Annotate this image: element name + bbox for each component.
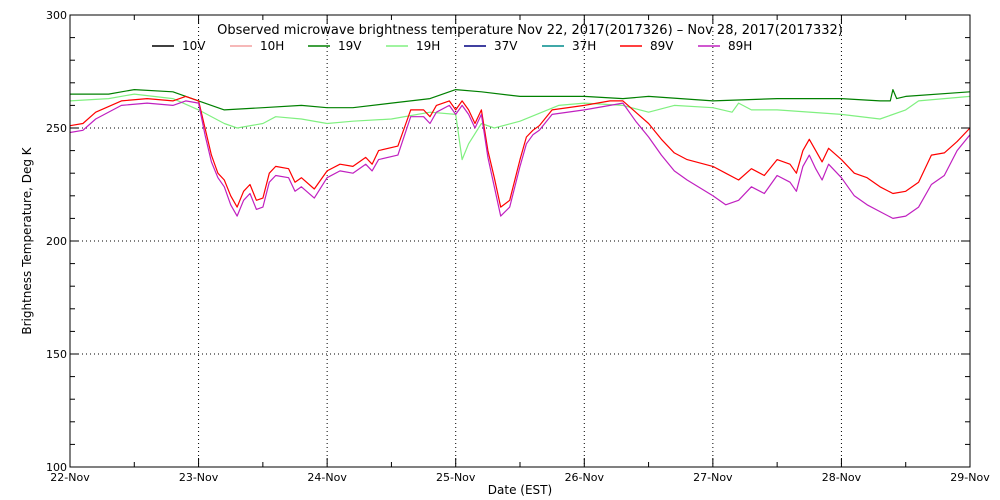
legend-label-10h: 10H [260, 39, 284, 53]
x-tick-label: 29-Nov [950, 471, 990, 484]
x-axis-label: Date (EST) [488, 483, 552, 497]
legend-label-10v: 10V [182, 39, 206, 53]
series-lines [69, 89, 971, 219]
x-tick-label: 22-Nov [50, 471, 90, 484]
x-tick-label: 25-Nov [436, 471, 476, 484]
y-tick-label: 300 [46, 9, 67, 22]
axis-ticks: 22-Nov 23-Nov 24-Nov 25-Nov 26-Nov 27-Nov 28-N… [46, 9, 990, 484]
series-line-89v [69, 95, 971, 208]
legend-label-89v: 89V [650, 39, 674, 53]
legend-label-37h: 37H [572, 39, 596, 53]
chart-title: Observed microwave brightness temperatur… [217, 23, 843, 38]
series-line-89h [69, 100, 971, 219]
y-tick-label: 150 [46, 348, 67, 361]
legend-label-37v: 37V [494, 39, 518, 53]
series-line-19h [69, 93, 971, 161]
x-tick-label: 26-Nov [565, 471, 605, 484]
legend-label-19v: 19V [338, 39, 362, 53]
grid [70, 15, 970, 467]
y-axis-label: Brightness Temperature, Deg K [20, 146, 34, 334]
y-tick-label: 100 [46, 461, 67, 474]
x-tick-label: 28-Nov [822, 471, 862, 484]
series-line-19v [70, 89, 971, 111]
legend-label-89h: 89H [728, 39, 752, 53]
x-tick-label: 24-Nov [307, 471, 347, 484]
x-tick-label: 23-Nov [179, 471, 219, 484]
y-tick-label: 200 [46, 235, 67, 248]
legend-label-19h: 19H [416, 39, 440, 53]
legend: 10V 10H 19V 19H 37V 37H 89V 89H [152, 39, 752, 53]
y-tick-label: 250 [46, 122, 67, 135]
x-tick-label: 27-Nov [693, 471, 733, 484]
